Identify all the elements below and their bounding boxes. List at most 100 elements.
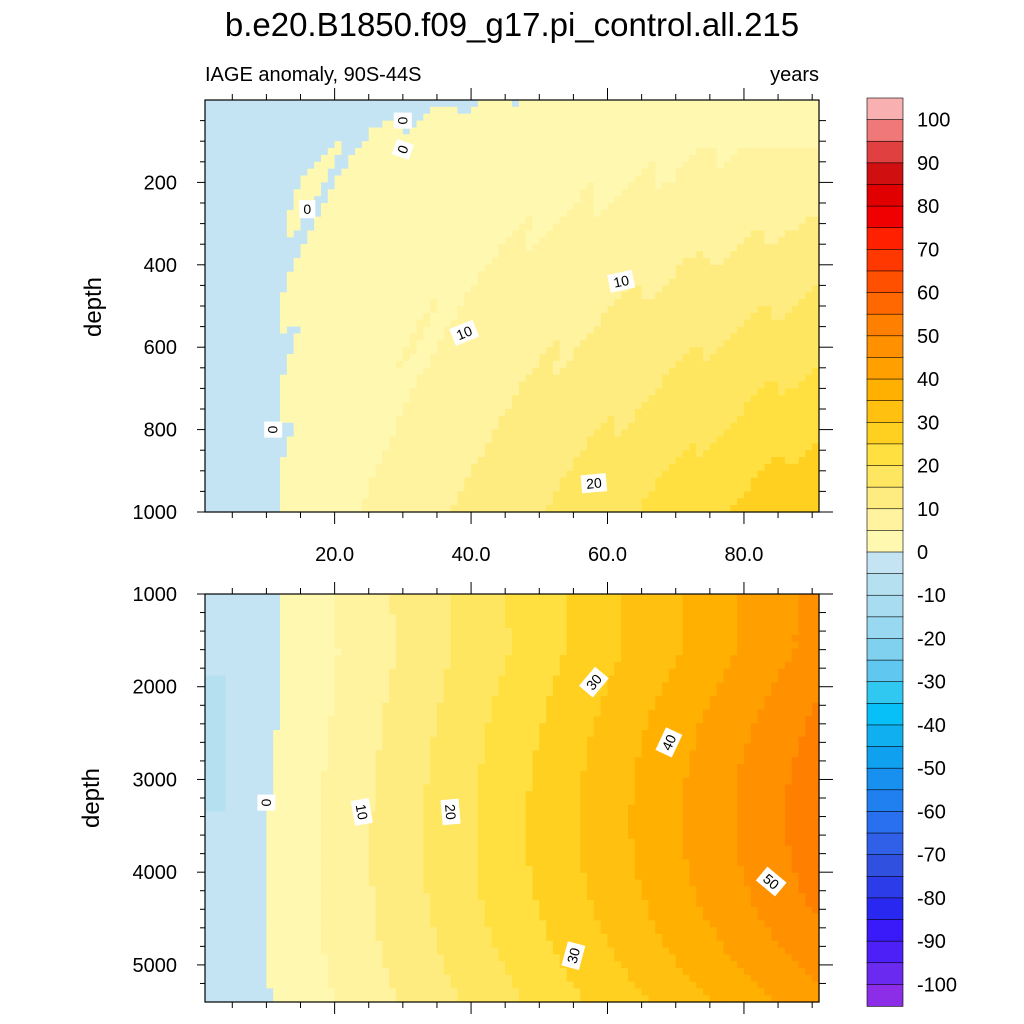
contour-fill-cell — [341, 333, 349, 341]
contour-fill-cell — [648, 415, 656, 424]
contour-fill-cell — [573, 168, 581, 177]
contour-fill-cell — [505, 196, 513, 204]
contour-fill-cell — [327, 381, 336, 389]
contour-fill-cell — [471, 100, 479, 108]
contour-fill-cell — [675, 395, 684, 403]
contour-fill-cell — [573, 436, 581, 444]
contour-fill-cell — [607, 251, 615, 259]
contour-fill-cell — [443, 354, 452, 362]
contour-fill-cell — [580, 443, 588, 451]
contour-fill-cell — [443, 470, 452, 479]
contour-fill-cell — [812, 388, 820, 396]
contour-fill-cell — [716, 127, 725, 135]
contour-fill-cell — [211, 436, 220, 444]
contour-fill-cell — [430, 223, 438, 232]
contour-fill-cell — [798, 429, 806, 438]
contour-fill-cell — [327, 168, 336, 177]
contour-fill-cell — [259, 154, 267, 163]
contour-fill-cell — [641, 285, 650, 293]
contour-fill-cell — [266, 347, 274, 355]
contour-fill-cell — [498, 470, 506, 479]
contour-fill-cell — [225, 285, 233, 293]
contour-fill-cell — [778, 443, 786, 451]
contour-fill-cell — [587, 182, 595, 190]
contour-fill-cell — [382, 306, 390, 314]
contour-fill-cell — [252, 470, 261, 479]
contour-fill-cell — [457, 340, 465, 348]
contour-fill-cell — [614, 415, 622, 424]
contour-fill-cell — [348, 306, 356, 314]
contour-fill-cell — [525, 244, 534, 252]
contour-fill-cell — [491, 237, 499, 245]
contour-fill-cell — [716, 409, 725, 417]
contour-fill-cell — [293, 457, 302, 465]
contour-fill-cell — [252, 285, 261, 293]
contour-fill-cell — [436, 257, 445, 266]
contour-fill-cell — [211, 120, 220, 129]
contour-fill-cell — [552, 141, 561, 149]
contour-fill-cell — [402, 299, 411, 307]
contour-fill-cell — [293, 347, 302, 355]
contour-fill-cell — [600, 381, 609, 389]
contour-fill-cell — [273, 319, 281, 328]
contour-fill-cell — [457, 347, 465, 355]
contour-fill-cell — [477, 154, 486, 163]
contour-fill-cell — [546, 381, 554, 389]
contour-fill-cell — [457, 395, 465, 403]
contour-fill-cell — [668, 415, 677, 424]
contour-fill-cell — [607, 470, 615, 479]
contour-fill-cell — [587, 120, 595, 129]
contour-fill-cell — [627, 237, 636, 245]
contour-fill-cell — [375, 312, 383, 321]
contour-fill-cell — [709, 319, 718, 328]
contour-fill-cell — [245, 141, 254, 149]
contour-fill-cell — [314, 402, 322, 410]
contour-fill-cell — [798, 175, 806, 183]
contour-fill-cell — [525, 154, 534, 163]
contour-fill-cell — [791, 443, 800, 451]
contour-fill-cell — [552, 168, 561, 177]
contour-fill-cell — [791, 223, 800, 232]
contour-fill-cell — [484, 216, 493, 225]
contour-fill-cell — [423, 340, 431, 348]
contour-fill-cell — [730, 271, 738, 280]
contour-fill-cell — [648, 443, 656, 451]
contour-fill-cell — [477, 120, 486, 129]
contour-fill-cell — [716, 209, 725, 218]
contour-fill-cell — [546, 209, 554, 218]
contour-fill-cell — [423, 106, 431, 115]
contour-fill-cell — [532, 457, 540, 465]
contour-fill-cell — [273, 148, 281, 156]
contour-fill-cell — [587, 154, 595, 163]
contour-fill-cell — [436, 422, 445, 431]
contour-fill-cell — [375, 100, 383, 108]
contour-fill-cell — [245, 196, 254, 204]
contour-fill-cell — [791, 374, 800, 383]
contour-fill-cell — [320, 340, 329, 348]
contour-fill-cell — [464, 402, 472, 410]
contour-fill-cell — [614, 120, 622, 129]
contour-fill-cell — [798, 230, 806, 238]
contour-fill-cell — [798, 381, 806, 389]
contour-fill-cell — [771, 326, 779, 335]
contour-fill-cell — [300, 347, 308, 355]
contour-fill-cell — [750, 237, 759, 245]
contour-fill-cell — [621, 402, 629, 410]
contour-fill-cell — [709, 422, 718, 431]
contour-fill-cell — [791, 257, 800, 266]
contour-fill-cell — [750, 223, 759, 232]
contour-fill-cell — [232, 402, 240, 410]
contour-fill-cell — [600, 443, 609, 451]
contour-fill-cell — [266, 141, 274, 149]
contour-fill-cell — [327, 326, 336, 335]
contour-fill-cell — [546, 134, 554, 142]
contour-fill-cell — [634, 230, 643, 238]
contour-fill-cell — [723, 381, 731, 389]
contour-fill-cell — [225, 134, 233, 142]
contour-fill-cell — [675, 347, 684, 355]
contour-fill-cell — [505, 264, 513, 273]
contour-fill-cell — [689, 470, 697, 479]
contour-fill-cell — [791, 333, 800, 341]
contour-fill-cell — [396, 422, 404, 431]
contour-fill-cell — [259, 374, 267, 383]
